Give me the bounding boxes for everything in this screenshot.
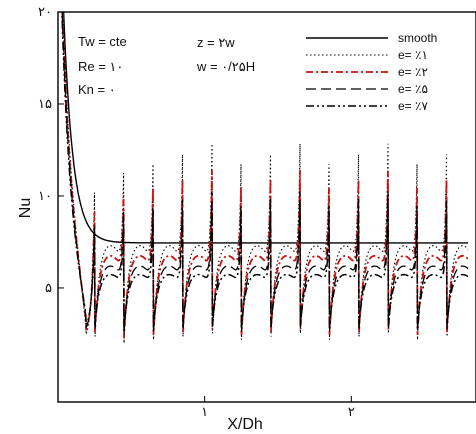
legend-label-2: e= ٪۲ xyxy=(398,65,428,79)
legend-label-3: e= ٪۵ xyxy=(398,82,428,96)
series-line-3 xyxy=(61,12,468,335)
y-tick-label-0: ۵ xyxy=(45,280,52,295)
series-line-4 xyxy=(61,12,468,331)
x-axis-title: X/Dh xyxy=(227,416,263,433)
annotation-z: z = ۲w xyxy=(197,35,235,50)
plot-frame xyxy=(57,11,476,403)
annotation-reynolds: Re = ۱۰ xyxy=(78,59,123,74)
legend-label-0: smooth xyxy=(398,31,437,45)
ticks-layer: ۱ ۲ ۵ ۱۰ ۱۵ ۲۰ xyxy=(38,4,355,419)
legend-label-1: e= ٪۱ xyxy=(398,48,428,62)
series-line-2 xyxy=(61,12,468,338)
annotation-w: w = ۰/۲۵H xyxy=(196,59,255,74)
legend-label-4: e= ٪۷ xyxy=(398,99,428,113)
series-line-0 xyxy=(62,12,468,244)
y-tick-label-2: ۱۵ xyxy=(38,96,52,111)
y-tick-label-1: ۱۰ xyxy=(38,188,52,203)
y-axis-title: Nu xyxy=(17,198,34,218)
annotation-temperature: Tw = cte xyxy=(78,34,127,49)
y-tick-label-3: ۲۰ xyxy=(38,4,52,19)
x-tick-label-0: ۱ xyxy=(201,404,208,419)
annotation-knudsen: Kn = ۰ xyxy=(78,82,116,97)
legend: smooth e= ٪۱ e= ٪۲ e= ٪۵ e= ٪۷ xyxy=(306,31,437,113)
x-tick-label-1: ۲ xyxy=(348,404,355,419)
series-line-1 xyxy=(62,12,468,344)
series-layer xyxy=(61,12,468,344)
